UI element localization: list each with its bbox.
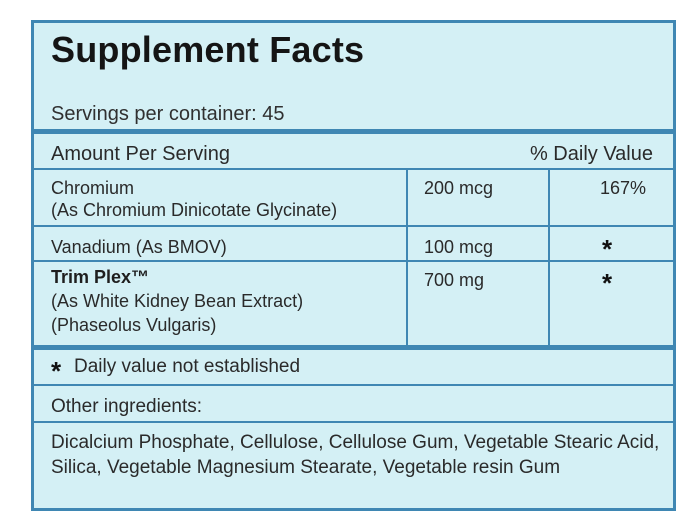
nutrient-amount: 100 mcg (424, 237, 494, 257)
panel-title: Supplement Facts (51, 29, 365, 70)
nutrient-form: (As White Kidney Bean Extract) (51, 291, 304, 311)
daily-value-header: % Daily Value (529, 143, 653, 165)
nutrient-daily-value: 167% (600, 178, 647, 198)
column-divider-dv (548, 170, 550, 346)
nutrient-name: Vanadium (As BMOV) (51, 237, 227, 257)
nutrient-daily-value: * (602, 268, 613, 298)
row-divider (34, 260, 673, 262)
nutrient-name: Chromium (51, 178, 135, 198)
supplement-facts-panel: Supplement Facts Servings per container:… (31, 20, 676, 511)
thick-divider-footnote (34, 345, 673, 350)
amount-per-serving-header: Amount Per Serving (51, 143, 230, 165)
panel-header: Supplement Facts Servings per container:… (34, 23, 673, 129)
row-divider (34, 225, 673, 227)
footnote-text: Daily value not established (74, 356, 301, 377)
servings-per-container: Servings per container: 45 (51, 103, 285, 125)
nutrient-name: Trim Plex™ (51, 267, 150, 287)
other-ingredients-list: Dicalcium Phosphate, Cellulose, Cellulos… (51, 432, 660, 478)
header-divider (34, 168, 673, 170)
other-ingredients-label: Other ingredients: (51, 396, 203, 417)
nutrient-form: (As Chromium Dinicotate Glycinate) (51, 200, 338, 220)
footnote-star: * (51, 356, 62, 386)
nutrient-amount: 200 mcg (424, 178, 494, 198)
nutrient-daily-value: * (602, 234, 613, 264)
nutrient-form-latin: (Phaseolus Vulgaris) (51, 315, 217, 335)
ingredients-divider (34, 421, 673, 423)
footnote-divider (34, 384, 673, 386)
nutrient-amount: 700 mg (424, 270, 485, 290)
column-divider-amount (406, 170, 408, 346)
thick-divider-top (34, 129, 673, 134)
